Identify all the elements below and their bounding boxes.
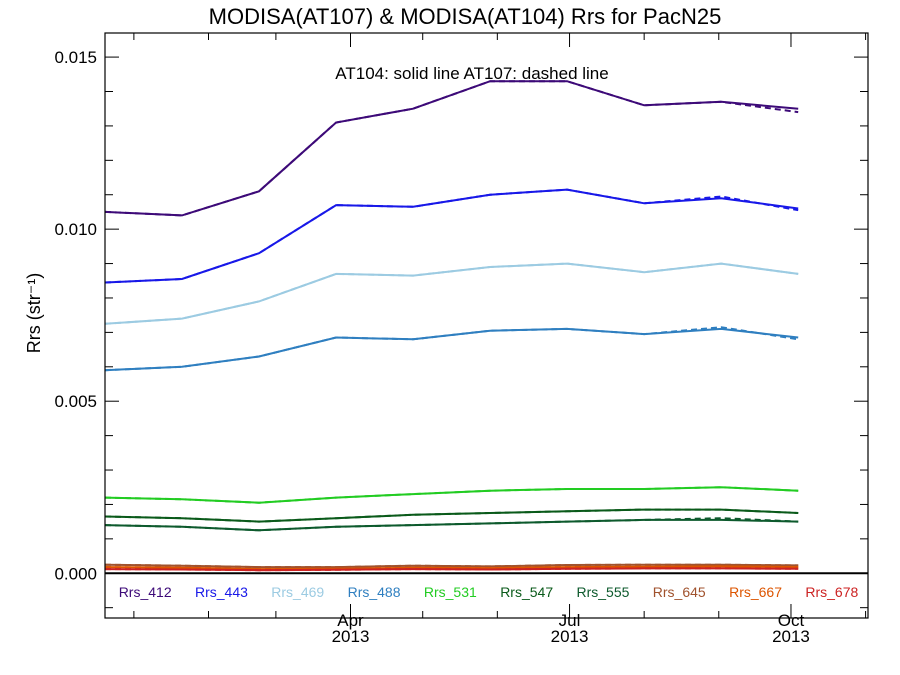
legend-label-rrs-678: Rrs_678 bbox=[805, 584, 858, 600]
series-line-dashed-rrs-443 bbox=[104, 188, 799, 284]
legend-label-rrs-645: Rrs_645 bbox=[653, 584, 706, 600]
series-line-solid-rrs-555 bbox=[104, 518, 799, 532]
legend-label-rrs-547: Rrs_547 bbox=[500, 584, 553, 600]
legend-label-rrs-555: Rrs_555 bbox=[576, 584, 629, 600]
legend-label-rrs-443: Rrs_443 bbox=[195, 584, 248, 600]
y-tick-label: 0.000 bbox=[54, 564, 97, 583]
series-line-solid-rrs-547 bbox=[104, 508, 799, 523]
line-style-annotation: AT104: solid line AT107: dashed line bbox=[335, 64, 608, 83]
series-line-solid-rrs-488 bbox=[104, 327, 799, 372]
x-tick-year: 2013 bbox=[551, 627, 589, 646]
x-tick-month: Apr bbox=[337, 611, 364, 630]
series-line-dashed-rrs-412 bbox=[104, 80, 799, 217]
y-tick-label: 0.005 bbox=[54, 392, 97, 411]
series-line-solid-rrs-469 bbox=[104, 262, 799, 325]
series-line-dashed-rrs-469 bbox=[104, 262, 799, 325]
y-tick-label: 0.010 bbox=[54, 220, 97, 239]
chart-title: MODISA(AT107) & MODISA(AT104) Rrs for Pa… bbox=[209, 4, 722, 29]
series-line-solid-rrs-443 bbox=[104, 188, 799, 284]
series-line-solid-rrs-412 bbox=[104, 80, 799, 217]
plot-frame bbox=[104, 32, 869, 619]
legend-label-rrs-531: Rrs_531 bbox=[424, 584, 477, 600]
x-tick-year: 2013 bbox=[332, 627, 370, 646]
legend-label-rrs-488: Rrs_488 bbox=[348, 584, 401, 600]
series-line-solid-rrs-678 bbox=[104, 567, 799, 572]
series-line-solid-rrs-531 bbox=[104, 486, 799, 504]
series-line-solid-rrs-667 bbox=[104, 565, 799, 571]
x-tick-month: Jul bbox=[559, 611, 581, 630]
y-axis-label: Rrs (str⁻¹) bbox=[24, 273, 44, 353]
x-tick-month: Oct bbox=[778, 611, 805, 630]
series-line-solid-rrs-645 bbox=[104, 563, 799, 569]
legend-label-rrs-469: Rrs_469 bbox=[271, 584, 324, 600]
legend-label-rrs-412: Rrs_412 bbox=[119, 584, 172, 600]
legend-label-rrs-667: Rrs_667 bbox=[729, 584, 782, 600]
x-tick-year: 2013 bbox=[772, 627, 810, 646]
y-tick-label: 0.015 bbox=[54, 48, 97, 67]
plot-area: 0.0000.0050.0100.015Apr2013Jul2013Oct201… bbox=[54, 33, 868, 646]
